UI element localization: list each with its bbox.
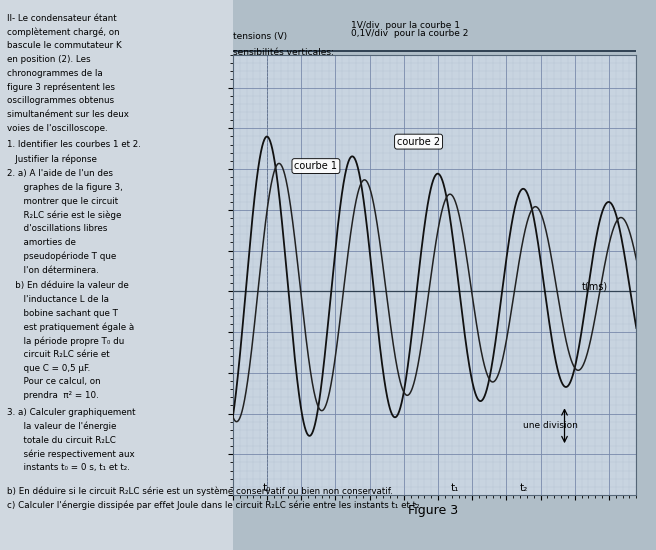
Text: chronogrammes de la: chronogrammes de la xyxy=(7,69,102,78)
Text: b) En déduire si le circuit R₂LC série est un système conservatif ou bien non co: b) En déduire si le circuit R₂LC série e… xyxy=(7,487,392,496)
Text: 2. a) A l'aide de l'un des: 2. a) A l'aide de l'un des xyxy=(7,169,113,178)
Text: Pour ce calcul, on: Pour ce calcul, on xyxy=(7,377,100,386)
Text: l'inductance L de la: l'inductance L de la xyxy=(7,295,108,304)
Text: montrer que le circuit: montrer que le circuit xyxy=(7,197,117,206)
Text: t₂: t₂ xyxy=(520,483,527,493)
Text: 0,1V/div  pour la courbe 2: 0,1V/div pour la courbe 2 xyxy=(351,30,468,38)
Text: 1. Identifier les courbes 1 et 2.: 1. Identifier les courbes 1 et 2. xyxy=(7,140,140,149)
Text: prendra  π² = 10.: prendra π² = 10. xyxy=(7,391,98,400)
Text: la période propre T₀ du: la période propre T₀ du xyxy=(7,336,124,345)
Text: l'on déterminera.: l'on déterminera. xyxy=(7,266,98,274)
Text: oscillogrammes obtenus: oscillogrammes obtenus xyxy=(7,96,113,105)
Text: 3. a) Calculer graphiquement: 3. a) Calculer graphiquement xyxy=(7,408,135,417)
Text: t₀: t₀ xyxy=(263,483,272,493)
Text: circuit R₂LC série et: circuit R₂LC série et xyxy=(7,350,109,359)
Text: d'oscillations libres: d'oscillations libres xyxy=(7,224,107,233)
Text: la valeur de l'énergie: la valeur de l'énergie xyxy=(7,422,116,431)
Text: t₁: t₁ xyxy=(451,483,459,493)
Text: 1V/div  pour la courbe 1: 1V/div pour la courbe 1 xyxy=(351,21,460,30)
Text: c) Calculer l'énergie dissipée par effet Joule dans le circuit R₂LC série entre : c) Calculer l'énergie dissipée par effet… xyxy=(7,500,419,510)
Text: bobine sachant que T: bobine sachant que T xyxy=(7,309,117,317)
Text: est pratiquement égale à: est pratiquement égale à xyxy=(7,322,134,332)
Text: en position (2). Les: en position (2). Les xyxy=(7,55,90,64)
Text: II- Le condensateur étant: II- Le condensateur étant xyxy=(7,14,116,23)
Text: Justifier la réponse: Justifier la réponse xyxy=(7,154,96,163)
Text: série respectivement aux: série respectivement aux xyxy=(7,449,134,459)
Text: courbe 1: courbe 1 xyxy=(295,161,337,171)
Text: simultanément sur les deux: simultanément sur les deux xyxy=(7,110,129,119)
Text: graphes de la figure 3,: graphes de la figure 3, xyxy=(7,183,122,192)
Text: courbe 2: courbe 2 xyxy=(397,136,440,147)
Text: b) En déduire la valeur de: b) En déduire la valeur de xyxy=(7,281,129,290)
Text: bascule le commutateur K: bascule le commutateur K xyxy=(7,41,121,50)
Text: figure 3 représentent les: figure 3 représentent les xyxy=(7,82,115,92)
Text: R₂LC série est le siège: R₂LC série est le siège xyxy=(7,211,121,220)
Text: que C = 0,5 µF.: que C = 0,5 µF. xyxy=(7,364,90,372)
Text: Figure 3: Figure 3 xyxy=(408,504,458,517)
Text: une division: une division xyxy=(523,421,579,430)
Text: sensibilités verticales:: sensibilités verticales: xyxy=(233,48,334,57)
Text: voies de l'oscilloscope.: voies de l'oscilloscope. xyxy=(7,124,107,133)
Text: complètement chargé, on: complètement chargé, on xyxy=(7,28,119,37)
Text: amorties de: amorties de xyxy=(7,238,75,247)
Text: tensions (V): tensions (V) xyxy=(233,32,287,41)
Text: pseudopériode T que: pseudopériode T que xyxy=(7,252,116,261)
Text: instants t₀ = 0 s, t₁ et t₂.: instants t₀ = 0 s, t₁ et t₂. xyxy=(7,463,129,472)
Text: t(ms): t(ms) xyxy=(582,281,607,292)
Text: totale du circuit R₂LC: totale du circuit R₂LC xyxy=(7,436,115,444)
